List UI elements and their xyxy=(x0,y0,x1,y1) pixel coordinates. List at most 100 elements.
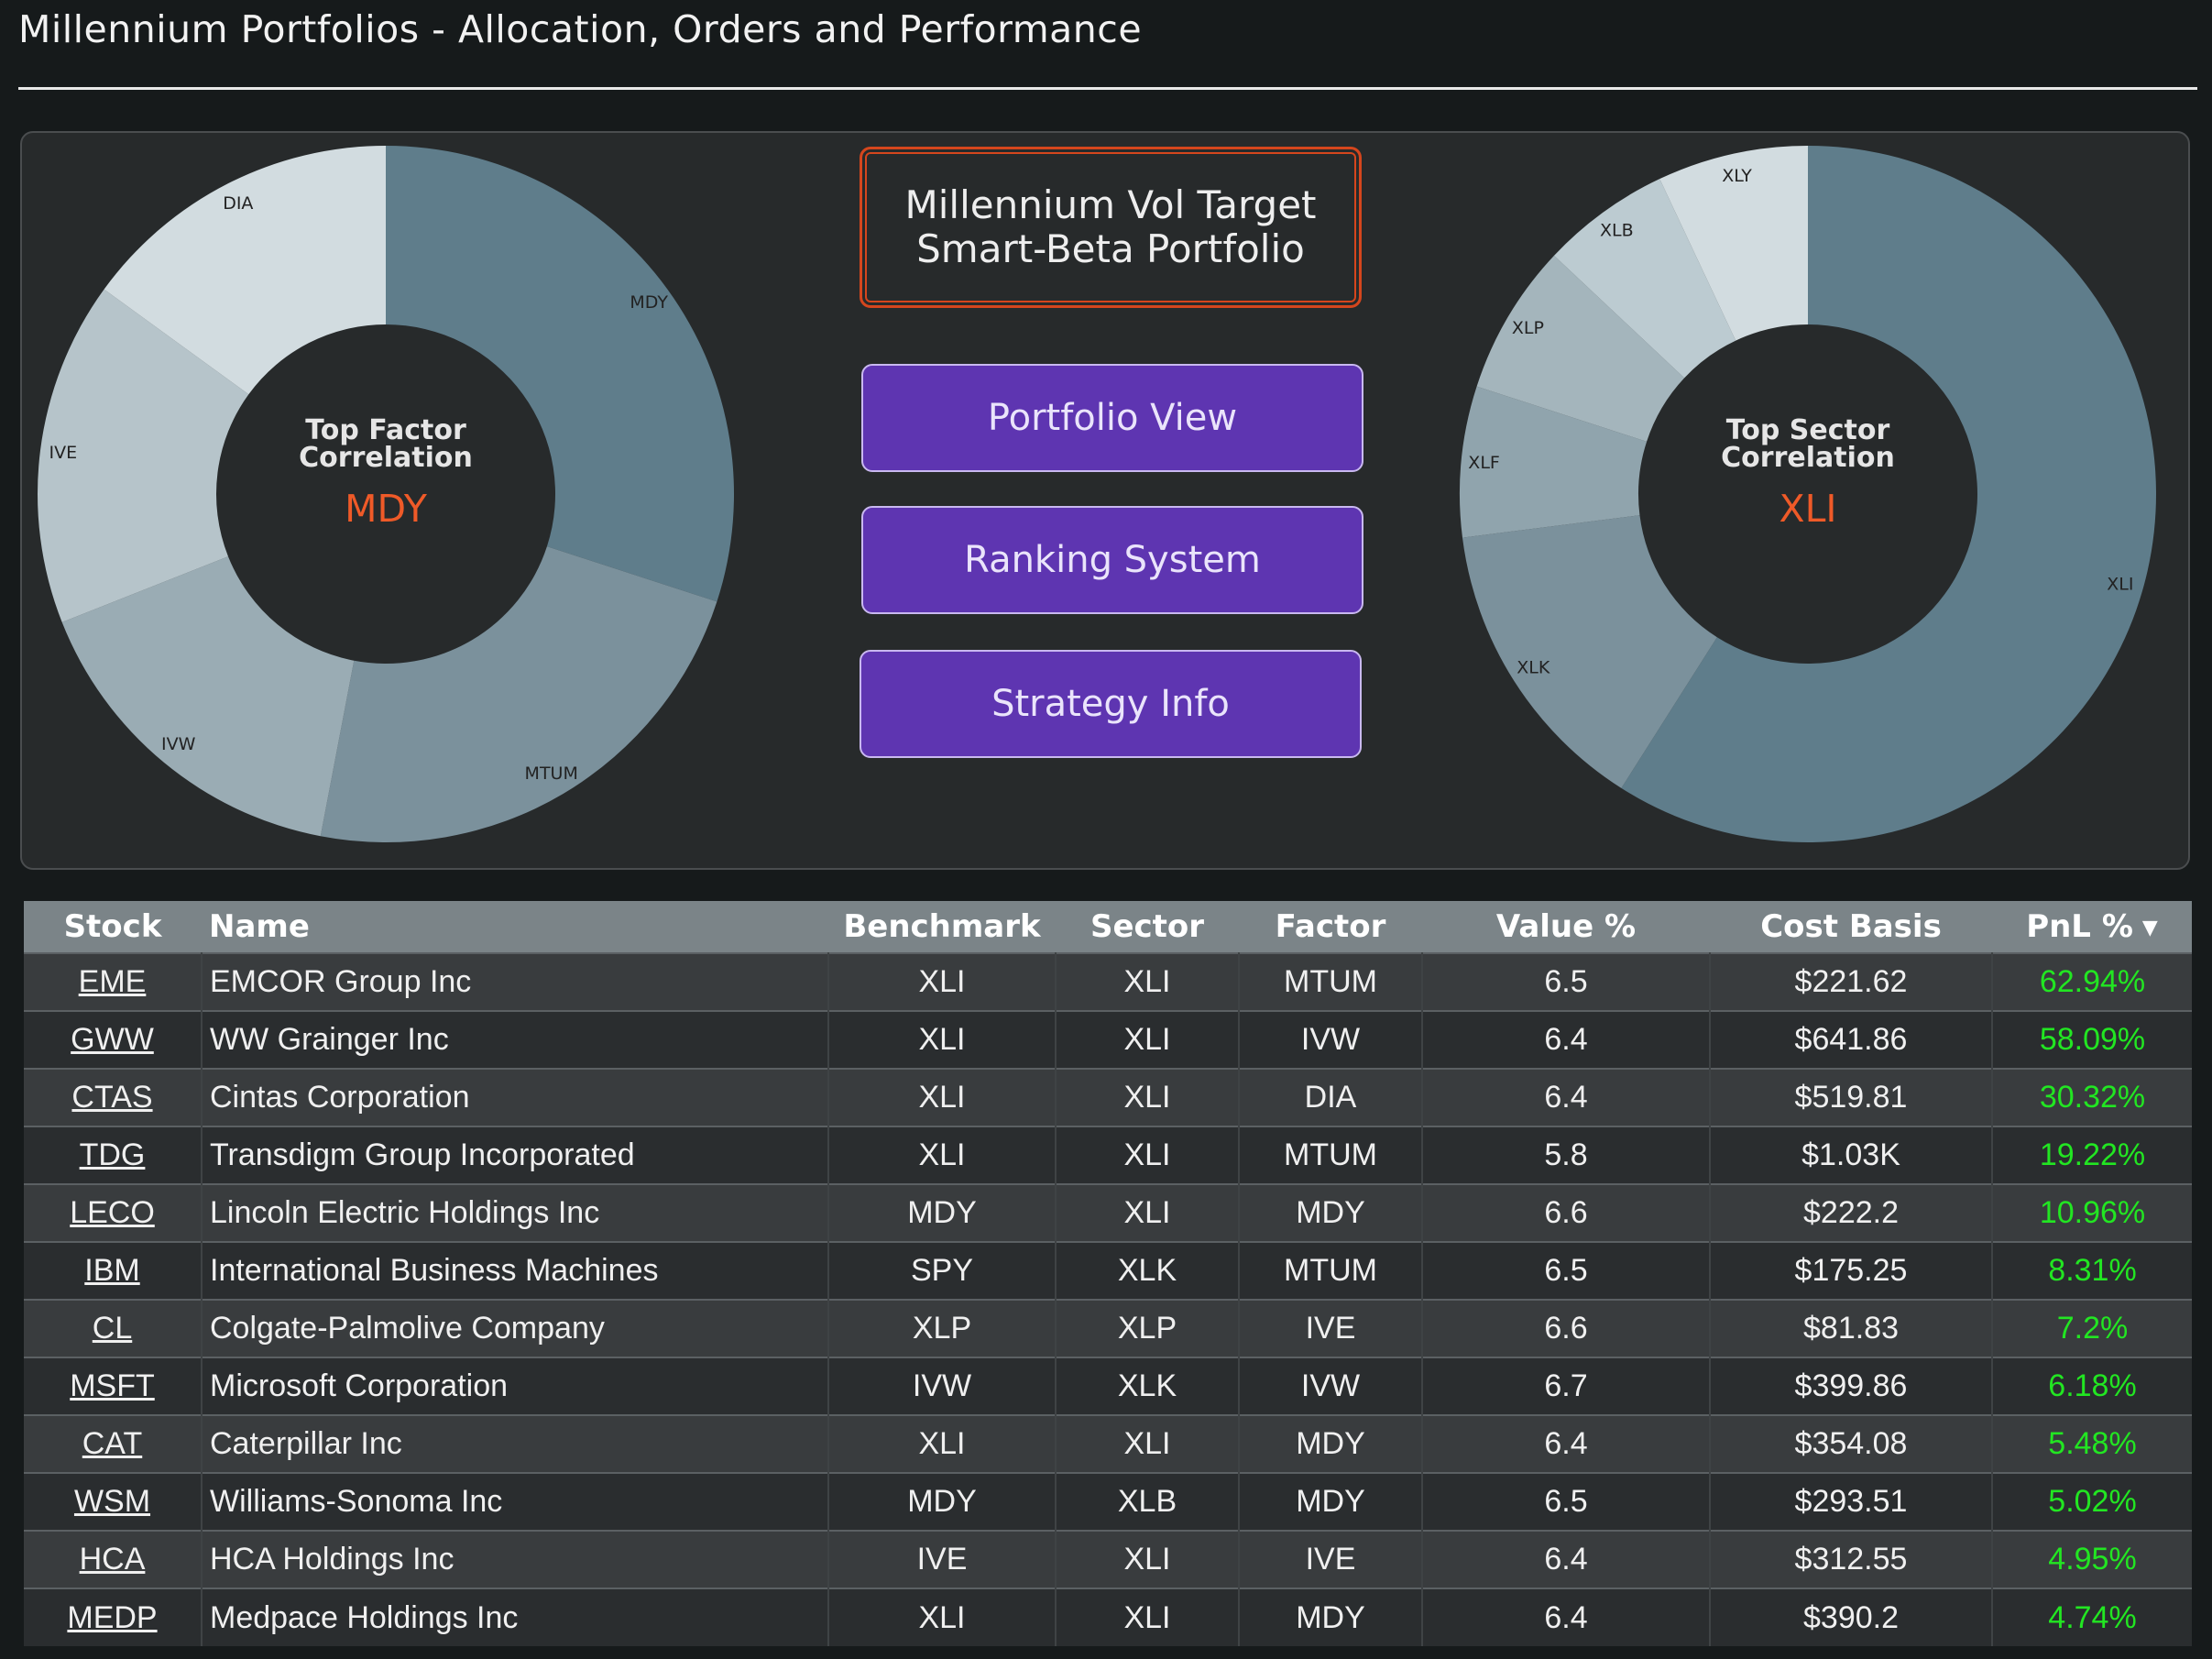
factor-cell: MTUM xyxy=(1239,952,1423,1011)
table-row[interactable]: TDG Transdigm Group Incorporated XLI XLI MTU… xyxy=(24,1126,2192,1184)
factor-donut-value: MDY xyxy=(345,487,427,531)
pnl-pct-cell: 62.94% xyxy=(1992,952,2192,1011)
cost-basis-cell: $390.2 xyxy=(1710,1588,1993,1646)
title-divider xyxy=(18,87,2197,90)
benchmark-cell: MDY xyxy=(828,1183,1057,1242)
sector-cell: XLB xyxy=(1056,1472,1240,1531)
factor-cell: MTUM xyxy=(1239,1126,1423,1184)
table-row[interactable]: CAT Caterpillar Inc XLI XLI MDY 6.4 $354.08 5.4… xyxy=(24,1414,2192,1473)
ranking-system-button[interactable]: Ranking System xyxy=(861,506,1363,614)
stock-ticker-link[interactable]: IBM xyxy=(84,1253,140,1288)
table-row[interactable]: CL Colgate-Palmolive Company XLP XLP IVE 6.6 $… xyxy=(24,1299,2192,1357)
table-row[interactable]: EME EMCOR Group Inc XLI XLI MTUM 6.5 $221.62 62… xyxy=(24,952,2192,1011)
sector-cell: XLP xyxy=(1056,1299,1240,1357)
table-row[interactable]: WSM Williams-Sonoma Inc MDY XLB MDY 6.5 $293.5… xyxy=(24,1472,2192,1531)
sort-descending-icon[interactable]: ▼ xyxy=(2141,917,2158,939)
pnl-pct-cell: 19.22% xyxy=(1992,1126,2192,1184)
table-row[interactable]: GWW WW Grainger Inc XLI XLI IVW 6.4 $641.86 58.… xyxy=(24,1010,2192,1069)
sector-slice-label: XLP xyxy=(1512,318,1544,338)
factor-cell: IVW xyxy=(1239,1357,1423,1415)
portfolio-view-button[interactable]: Portfolio View xyxy=(861,364,1363,472)
sector-slice-xlb[interactable] xyxy=(1553,179,1736,379)
sector-cell: XLK xyxy=(1056,1357,1240,1415)
pnl-pct-cell: 7.2% xyxy=(1992,1299,2192,1357)
table-row[interactable]: CTAS Cintas Corporation XLI XLI DIA 6.4 $519.8… xyxy=(24,1068,2192,1126)
sector-cell: XLI xyxy=(1056,1530,1240,1588)
column-header-value-pct[interactable]: Value % xyxy=(1495,908,1637,945)
stock-ticker-link[interactable]: CAT xyxy=(82,1426,143,1461)
value-pct-cell: 6.6 xyxy=(1422,1299,1711,1357)
column-header-cost-basis[interactable]: Cost Basis xyxy=(1760,908,1942,945)
factor-slice-dia[interactable] xyxy=(104,146,386,395)
pnl-pct-cell: 4.74% xyxy=(1992,1588,2192,1646)
pnl-pct-cell: 5.02% xyxy=(1992,1472,2192,1531)
stock-ticker-link[interactable]: WSM xyxy=(73,1484,151,1519)
column-header-factor[interactable]: Factor xyxy=(1275,908,1386,945)
sector-slice-xlp[interactable] xyxy=(1476,255,1685,442)
stock-ticker-link[interactable]: EME xyxy=(78,964,147,999)
company-name: HCA Holdings Inc xyxy=(202,1530,829,1588)
column-header-sector[interactable]: Sector xyxy=(1090,908,1205,945)
stock-ticker-link[interactable]: MSFT xyxy=(70,1368,155,1403)
pnl-pct-cell: 8.31% xyxy=(1992,1241,2192,1300)
pnl-pct-cell: 58.09% xyxy=(1992,1010,2192,1069)
value-pct-cell: 6.5 xyxy=(1422,1241,1711,1300)
company-name: Colgate-Palmolive Company xyxy=(202,1299,829,1357)
value-pct-cell: 6.4 xyxy=(1422,1530,1711,1588)
factor-donut-title-line2: Correlation xyxy=(299,442,473,474)
sector-slice-xlk[interactable] xyxy=(1462,515,1717,788)
benchmark-cell: XLI xyxy=(828,1010,1057,1069)
factor-slice-mtum[interactable] xyxy=(320,546,717,842)
factor-cell: IVE xyxy=(1239,1530,1423,1588)
benchmark-cell: IVE xyxy=(828,1530,1057,1588)
stock-ticker-link[interactable]: CL xyxy=(92,1311,133,1346)
sector-cell: XLK xyxy=(1056,1241,1240,1300)
cost-basis-cell: $641.86 xyxy=(1710,1010,1993,1069)
stock-ticker-link[interactable]: MEDP xyxy=(67,1599,158,1635)
column-header-stock[interactable]: Stock xyxy=(63,908,162,945)
value-pct-cell: 6.5 xyxy=(1422,952,1711,1011)
factor-slice-mdy[interactable] xyxy=(386,146,734,602)
stock-ticker-link[interactable]: CTAS xyxy=(71,1080,153,1115)
column-header-name[interactable]: Name xyxy=(209,908,310,945)
pnl-pct-cell: 5.48% xyxy=(1992,1414,2192,1473)
factor-slice-ivw[interactable] xyxy=(61,556,355,837)
factor-donut-svg: MDY MTUM IVW IVE DIA xyxy=(37,146,734,842)
stock-ticker-link[interactable]: LECO xyxy=(70,1195,155,1230)
sector-cell: XLI xyxy=(1056,1588,1240,1646)
cost-basis-cell: $81.83 xyxy=(1710,1299,1993,1357)
factor-slice-label: DIA xyxy=(223,193,253,214)
page-title: Millennium Portfolios - Allocation, Orde… xyxy=(18,7,1143,51)
cost-basis-cell: $222.2 xyxy=(1710,1183,1993,1242)
sector-slice-xli[interactable] xyxy=(1621,146,2156,842)
table-row[interactable]: HCA HCA Holdings Inc IVE XLI IVE 6.4 $312.55 4.… xyxy=(24,1530,2192,1588)
strategy-info-button[interactable]: Strategy Info xyxy=(860,650,1362,758)
value-pct-cell: 6.4 xyxy=(1422,1414,1711,1473)
pnl-pct-cell: 10.96% xyxy=(1992,1183,2192,1242)
value-pct-cell: 6.4 xyxy=(1422,1588,1711,1646)
stock-ticker-link[interactable]: TDG xyxy=(79,1137,146,1172)
sector-slice-xlf[interactable] xyxy=(1460,386,1648,538)
company-name: Lincoln Electric Holdings Inc xyxy=(202,1183,829,1242)
benchmark-cell: XLI xyxy=(828,1068,1057,1126)
sector-slice-label: XLI xyxy=(2107,575,2133,595)
stock-ticker-link[interactable]: HCA xyxy=(79,1542,146,1577)
column-header-pnl-pct[interactable]: PnL % ▼ xyxy=(1992,901,2192,953)
table-row[interactable]: IBM International Business Machines SPY XLK… xyxy=(24,1241,2192,1300)
value-pct-cell: 5.8 xyxy=(1422,1126,1711,1184)
benchmark-cell: IVW xyxy=(828,1357,1057,1415)
company-name: Caterpillar Inc xyxy=(202,1414,829,1473)
factor-cell: MTUM xyxy=(1239,1241,1423,1300)
table-row[interactable]: MEDP Medpace Holdings Inc XLI XLI MDY 6.4 $390… xyxy=(24,1588,2192,1646)
sector-slice-xly[interactable] xyxy=(1659,146,1808,341)
stock-ticker-link[interactable]: GWW xyxy=(71,1022,154,1057)
table-row[interactable]: LECO Lincoln Electric Holdings Inc MDY XLI M… xyxy=(24,1183,2192,1242)
column-header-benchmark[interactable]: Benchmark xyxy=(843,908,1041,945)
sector-cell: XLI xyxy=(1056,1010,1240,1069)
sector-cell: XLI xyxy=(1056,1414,1240,1473)
factor-slice-ive[interactable] xyxy=(37,289,249,622)
stock-cell: EME xyxy=(24,952,203,1011)
table-row[interactable]: MSFT Microsoft Corporation IVW XLK IVW 6.7 $39… xyxy=(24,1357,2192,1415)
cost-basis-cell: $293.51 xyxy=(1710,1472,1993,1531)
benchmark-cell: MDY xyxy=(828,1472,1057,1531)
